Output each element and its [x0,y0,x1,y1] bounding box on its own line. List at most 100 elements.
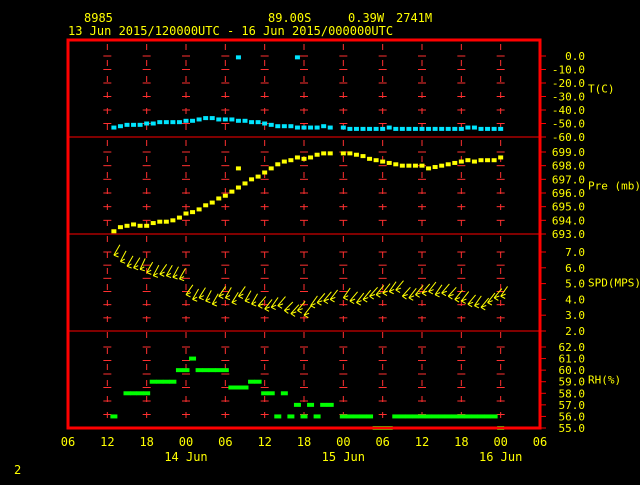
wind-arrow-head [192,296,198,300]
humidity-point [320,402,328,407]
pressure-point [196,207,202,212]
pressure-point [380,159,386,164]
humidity-point [313,414,321,419]
wind-arrow [244,290,252,304]
wind-arrow [297,300,306,314]
wind-arrow [198,287,206,301]
wind-arrow-head [120,261,126,264]
humidity-point [202,368,210,373]
wind-arrow-head [316,302,322,306]
wind-arrow-head [198,295,204,299]
pressure-point [406,163,412,168]
wind-arrow-shaft [323,291,332,302]
wind-arrow-shaft [388,281,397,292]
temperature-point [360,126,366,131]
wind-arrow-head [329,298,335,303]
temperature-point [137,122,143,127]
wind-arrow-shaft [165,265,173,276]
wind-arrow-shaft [316,293,326,303]
humidity-point [339,414,347,419]
y-tick-label: 3.0 [565,309,585,322]
y-tick-label: -40.0 [552,104,585,117]
wind-arrow-head [113,254,119,258]
wind-arrow [493,288,503,301]
humidity-point [182,368,190,373]
y-tick-label: 699.0 [552,146,585,159]
temperature-point [471,125,477,130]
x-tick-label: 06 [533,435,547,449]
wind-arrow-head [257,305,263,309]
wind-arrow [179,268,186,282]
wind-arrow-head [434,292,441,296]
y-tick-label: 62.0 [559,341,586,354]
wind-arrow-head [172,276,178,280]
wind-arrow-head [238,293,244,297]
temperature-point [380,126,386,131]
temperature-point [452,126,458,131]
temperature-point [294,125,300,130]
x-date-label: 15 Jun [322,450,365,464]
wind-arrow-head [500,293,506,297]
wind-arrow-head [474,303,480,307]
pressure-point [393,162,399,167]
pressure-point [170,218,176,223]
wind-arrow-shaft [231,292,239,303]
wind-arrow [251,293,258,307]
wind-arrow [329,289,339,303]
temperature-point [439,126,445,131]
wind-arrow-shaft [198,287,206,299]
wind-arrow-shaft [120,250,127,262]
humidity-point [234,385,242,390]
temperature-point [170,120,176,125]
wind-arrow-head [487,300,493,304]
pressure-point [157,219,163,224]
wind-arrow [231,292,239,306]
wind-arrow-head [264,306,270,310]
wind-arrow-head [395,289,401,293]
x-tick-label: 12 [415,435,429,449]
temperature-point [157,120,163,125]
wind-arrow-head [349,300,355,305]
temperature-point [222,117,228,122]
humidity-point [366,414,374,419]
panel-label: SPD(MPS) [588,277,640,290]
wind-arrow-shaft [487,292,496,303]
humidity-point [110,414,118,419]
pressure-point [445,162,451,167]
wind-arrow-head [297,310,302,314]
wind-arrow-head [290,313,296,317]
pressure-point [222,193,228,198]
y-tick-label: 61.0 [559,353,586,366]
x-tick-label: 12 [100,435,114,449]
wind-arrow-head [205,298,211,302]
temperature-point [190,118,196,123]
wind-arrow-head [402,295,407,300]
x-date-label: 14 Jun [164,450,207,464]
temperature-point [314,125,320,130]
wind-arrow [283,301,294,314]
wind-arrow-head [153,275,159,278]
plot-frame [66,38,542,430]
pressure-point [439,163,445,168]
wind-arrow [205,290,212,304]
temperature-point [491,126,497,131]
wind-arrow-shaft [362,289,372,300]
wind-arrow-shaft [205,290,212,302]
wind-arrow [224,287,232,301]
wind-arrow-head [356,302,362,306]
wind-arrow-head [493,295,500,299]
temperature-point [465,125,471,130]
humidity-point [228,385,236,390]
humidity-point [195,368,203,373]
wind-arrow-head [500,295,506,299]
wind-arrow [277,296,286,309]
grid-layer [68,44,546,429]
humidity-point [431,414,439,419]
wind-arrow-shaft [329,289,339,300]
wind-arrow-head [270,306,276,311]
y-tick-label: 0.0 [565,50,585,63]
temperature-point [176,120,182,125]
temperature-point [262,121,268,126]
y-tick-label: 4.0 [565,293,585,306]
